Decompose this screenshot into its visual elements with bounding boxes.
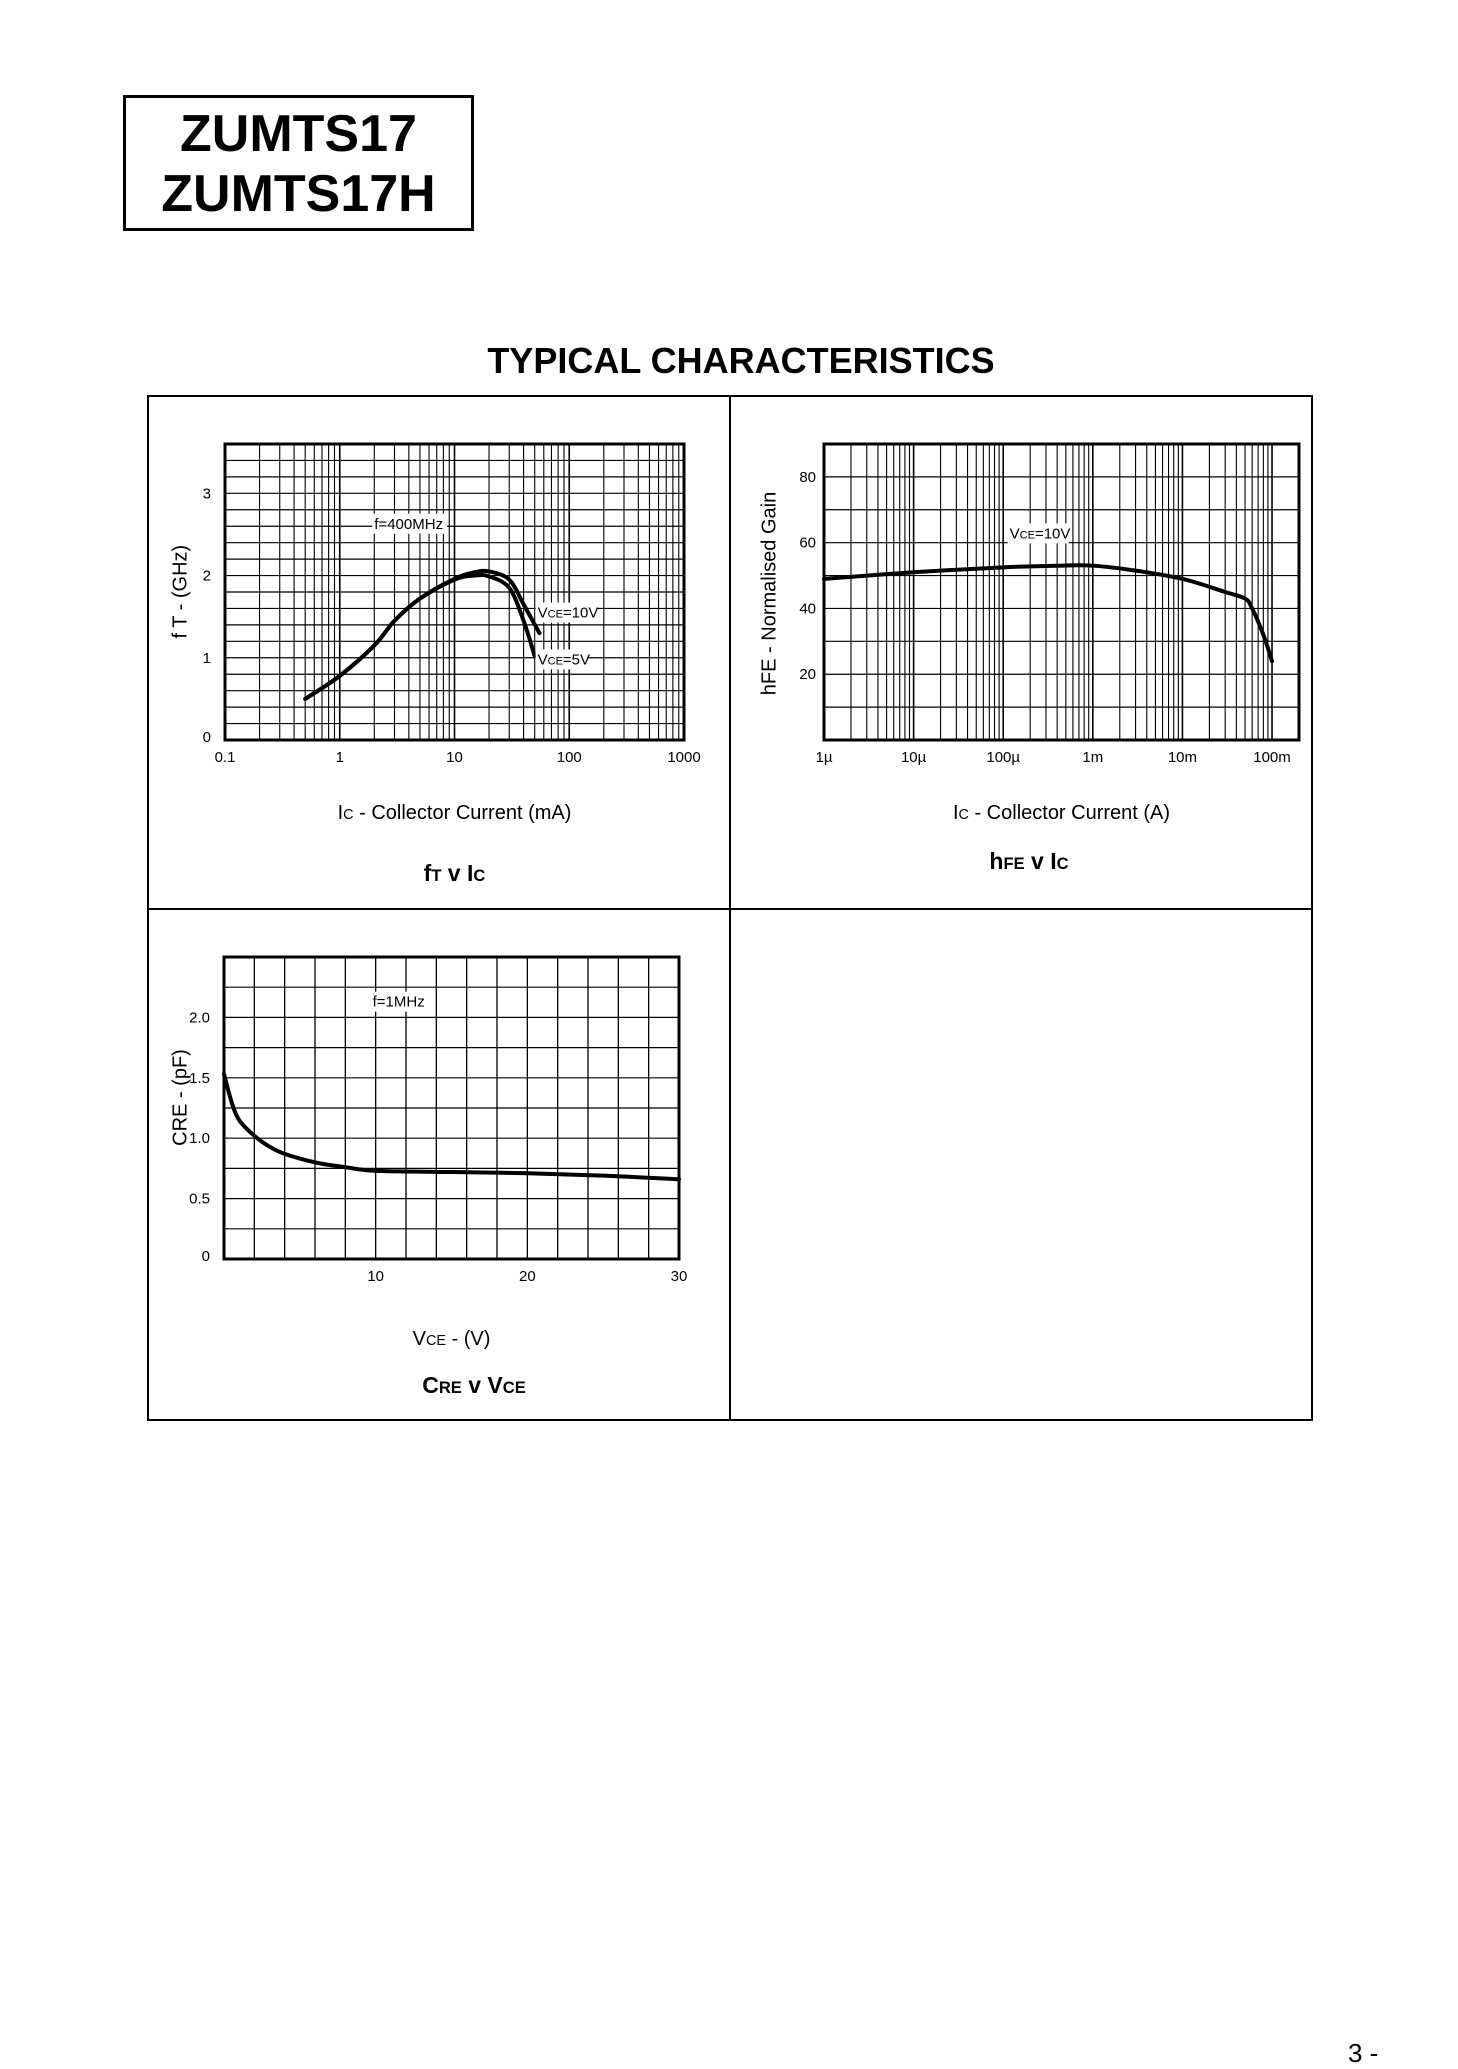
x-tick-label: 1 [336,749,344,766]
ft-chart-ylabel: f T - (GHz) [169,544,192,639]
x-tick-label: 0.1 [215,749,236,766]
title-b-sub: C [1056,854,1069,873]
title-b: v I [1024,848,1057,874]
title-b: v V [461,1372,503,1398]
hfe-chart-xlabel: IC - Collector Current (A) [824,802,1299,825]
cre-chart-title: CRE v VCE [224,1372,724,1399]
y-tick-label: 0 [202,1248,210,1265]
frame-divider-horizontal [147,908,1313,910]
y-tick-label: 2.0 [189,1009,210,1026]
x-tick-label: 10 [367,1268,384,1285]
xlabel-sub: C [958,807,969,823]
cre-chart-ylabel: CRE - (pF) [169,1049,192,1146]
annotation-label: f=1MHz [373,994,425,1011]
x-tick-label: 1m [1082,749,1103,766]
part-number-2: ZUMTS17H [161,165,436,223]
x-tick-label: 10 [446,749,463,766]
annotation-background [372,513,448,534]
title-b: v I [441,860,474,886]
y-tick-label: 60 [799,535,816,552]
y-tick-label: 0 [203,729,211,746]
part-number-box: ZUMTS17 ZUMTS17H [123,95,474,231]
series-line-vce-10v [822,563,1275,664]
x-tick-label: 100µ [986,749,1020,766]
y-tick-label: 20 [799,666,816,683]
part-number-1: ZUMTS17 [180,105,417,163]
xlabel-rest: - Collector Current (A) [968,802,1171,824]
y-tick-label: 1.0 [189,1130,210,1147]
x-tick-label: 10µ [901,749,927,766]
xlabel-sub: C [343,807,354,823]
xlabel-rest: - (V) [445,1328,491,1350]
section-title: TYPICAL CHARACTERISTICS [487,340,995,381]
xlabel-main: V [412,1328,426,1350]
hfe-chart-ylabel: hFE - Normalised Gain [758,491,781,696]
annotation-label: VCE=10V [1010,525,1071,542]
title-a: h [989,848,1004,874]
y-tick-label: 0.5 [189,1191,210,1208]
x-tick-label: 10m [1168,749,1197,766]
x-tick-label: 100 [557,749,582,766]
ft-chart-xlabel: IC - Collector Current (mA) [225,802,684,825]
series-line-cre [222,1072,681,1182]
cre-chart: 10 20 30 0 0.5 1.0 1.5 2.0 f=1MHz [189,955,688,1285]
y-tick-label: 2 [203,568,211,585]
annotation-background [535,602,597,623]
xlabel-sub: CE [425,1333,446,1349]
hfe-chart: 1µ 10µ 100µ 1m 10m 100m 20 40 60 80 VCE=10V [799,442,1301,766]
y-tick-label: 3 [203,485,211,502]
y-tick-label: 40 [799,600,816,617]
plot-border [223,442,686,742]
x-tick-label: 1000 [667,749,700,766]
hfe-chart-title: hFE v IC [824,848,1234,875]
y-tick-label: 1 [203,650,211,667]
ft-chart-title: fT v IC [225,860,684,887]
series-line-vce-10v [303,568,542,701]
annotation-label: VCE=10V [538,605,599,622]
plot-border [822,442,1301,742]
title-a-sub: FE [1003,854,1025,873]
title-a: f [423,860,432,886]
xlabel-rest: - Collector Current (mA) [353,802,572,824]
xlabel-main: I [337,802,344,824]
page-number: 3 - [1348,2038,1379,2068]
x-tick-label: 20 [519,1268,536,1285]
x-tick-label: 30 [671,1268,688,1285]
title-a-sub: RE [438,1378,462,1397]
x-tick-label: 100m [1253,749,1291,766]
ft-chart: 0.1 1 10 100 1000 0 1 2 3 f=400MHz VCE=10V VCE=5V [203,442,701,766]
annotation-label: f=400MHz [374,516,443,533]
annotation-background [1007,523,1069,544]
y-tick-label: 80 [799,469,816,486]
annotation-label: VCE=5V [538,651,590,668]
xlabel-main: I [952,802,959,824]
y-tick-label: 1.5 [189,1070,210,1087]
title-b-sub: CE [502,1378,526,1397]
title-a-sub: T [431,866,442,885]
cre-chart-xlabel: VCE - (V) [224,1328,679,1351]
title-b-sub: C [473,866,486,885]
annotation-background [370,991,429,1012]
plot-border [222,955,681,1261]
x-tick-label: 1µ [816,749,833,766]
annotation-background [535,649,589,670]
title-a: C [422,1372,439,1398]
